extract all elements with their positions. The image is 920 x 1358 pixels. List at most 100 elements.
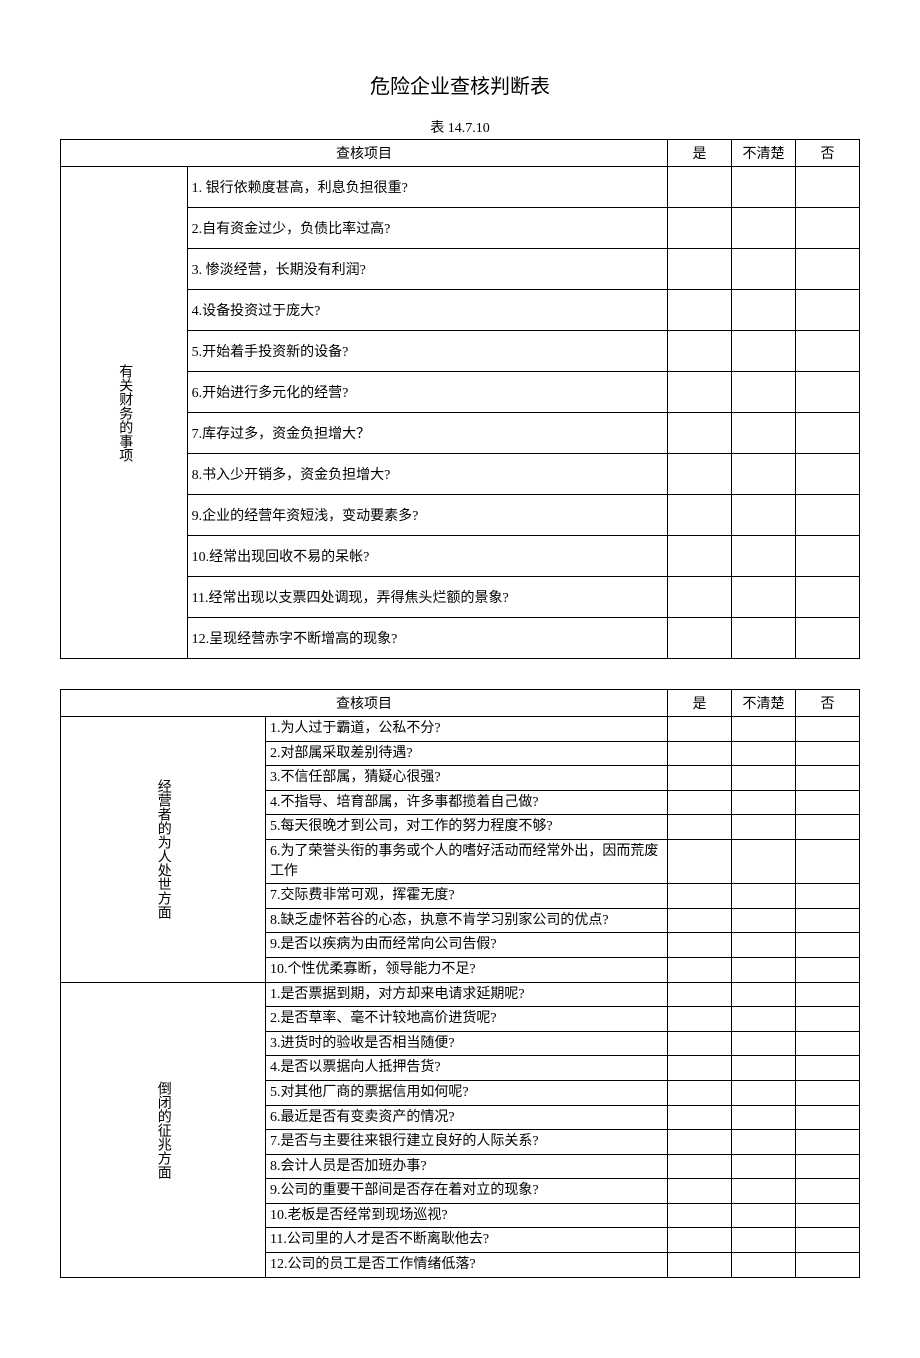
unclear-cell[interactable] [732, 331, 796, 372]
unclear-cell[interactable] [732, 839, 796, 883]
no-cell[interactable] [796, 741, 860, 766]
yes-cell[interactable] [668, 1203, 732, 1228]
unclear-cell[interactable] [732, 1080, 796, 1105]
yes-cell[interactable] [668, 790, 732, 815]
unclear-cell[interactable] [732, 766, 796, 791]
unclear-cell[interactable] [732, 1253, 796, 1278]
unclear-cell[interactable] [732, 1179, 796, 1204]
no-cell[interactable] [796, 167, 860, 208]
no-cell[interactable] [796, 1228, 860, 1253]
yes-cell[interactable] [668, 1154, 732, 1179]
yes-cell[interactable] [668, 766, 732, 791]
yes-cell[interactable] [668, 839, 732, 883]
no-cell[interactable] [796, 1130, 860, 1155]
yes-cell[interactable] [668, 1228, 732, 1253]
unclear-cell[interactable] [732, 208, 796, 249]
unclear-cell[interactable] [732, 372, 796, 413]
yes-cell[interactable] [668, 908, 732, 933]
yes-cell[interactable] [668, 884, 732, 909]
yes-cell[interactable] [668, 1007, 732, 1032]
yes-cell[interactable] [668, 536, 732, 577]
no-cell[interactable] [796, 413, 860, 454]
yes-cell[interactable] [668, 1056, 732, 1081]
unclear-cell[interactable] [732, 1203, 796, 1228]
no-cell[interactable] [796, 908, 860, 933]
no-cell[interactable] [796, 249, 860, 290]
no-cell[interactable] [796, 536, 860, 577]
no-cell[interactable] [796, 1080, 860, 1105]
no-cell[interactable] [796, 1056, 860, 1081]
unclear-cell[interactable] [732, 577, 796, 618]
unclear-cell[interactable] [732, 167, 796, 208]
yes-cell[interactable] [668, 495, 732, 536]
yes-cell[interactable] [668, 1253, 732, 1278]
unclear-cell[interactable] [732, 1056, 796, 1081]
unclear-cell[interactable] [732, 884, 796, 909]
yes-cell[interactable] [668, 167, 732, 208]
no-cell[interactable] [796, 618, 860, 659]
unclear-cell[interactable] [732, 908, 796, 933]
no-cell[interactable] [796, 815, 860, 840]
no-cell[interactable] [796, 1007, 860, 1032]
unclear-cell[interactable] [732, 454, 796, 495]
no-cell[interactable] [796, 1203, 860, 1228]
unclear-cell[interactable] [732, 1228, 796, 1253]
unclear-cell[interactable] [732, 495, 796, 536]
yes-cell[interactable] [668, 957, 732, 982]
yes-cell[interactable] [668, 372, 732, 413]
no-cell[interactable] [796, 957, 860, 982]
no-cell[interactable] [796, 290, 860, 331]
unclear-cell[interactable] [732, 957, 796, 982]
no-cell[interactable] [796, 1253, 860, 1278]
unclear-cell[interactable] [732, 249, 796, 290]
yes-cell[interactable] [668, 454, 732, 495]
yes-cell[interactable] [668, 249, 732, 290]
yes-cell[interactable] [668, 1031, 732, 1056]
yes-cell[interactable] [668, 618, 732, 659]
unclear-cell[interactable] [732, 1130, 796, 1155]
no-cell[interactable] [796, 208, 860, 249]
no-cell[interactable] [796, 1154, 860, 1179]
unclear-cell[interactable] [732, 1154, 796, 1179]
no-cell[interactable] [796, 933, 860, 958]
no-cell[interactable] [796, 372, 860, 413]
no-cell[interactable] [796, 717, 860, 742]
no-cell[interactable] [796, 495, 860, 536]
no-cell[interactable] [796, 982, 860, 1007]
yes-cell[interactable] [668, 1130, 732, 1155]
unclear-cell[interactable] [732, 1007, 796, 1032]
unclear-cell[interactable] [732, 536, 796, 577]
unclear-cell[interactable] [732, 815, 796, 840]
unclear-cell[interactable] [732, 1031, 796, 1056]
yes-cell[interactable] [668, 208, 732, 249]
unclear-cell[interactable] [732, 790, 796, 815]
yes-cell[interactable] [668, 815, 732, 840]
no-cell[interactable] [796, 1179, 860, 1204]
unclear-cell[interactable] [732, 618, 796, 659]
unclear-cell[interactable] [732, 933, 796, 958]
no-cell[interactable] [796, 1031, 860, 1056]
no-cell[interactable] [796, 331, 860, 372]
yes-cell[interactable] [668, 717, 732, 742]
no-cell[interactable] [796, 884, 860, 909]
yes-cell[interactable] [668, 577, 732, 618]
no-cell[interactable] [796, 1105, 860, 1130]
unclear-cell[interactable] [732, 717, 796, 742]
yes-cell[interactable] [668, 741, 732, 766]
yes-cell[interactable] [668, 290, 732, 331]
unclear-cell[interactable] [732, 741, 796, 766]
no-cell[interactable] [796, 839, 860, 883]
unclear-cell[interactable] [732, 413, 796, 454]
no-cell[interactable] [796, 766, 860, 791]
yes-cell[interactable] [668, 1105, 732, 1130]
unclear-cell[interactable] [732, 290, 796, 331]
yes-cell[interactable] [668, 982, 732, 1007]
yes-cell[interactable] [668, 1080, 732, 1105]
yes-cell[interactable] [668, 331, 732, 372]
yes-cell[interactable] [668, 1179, 732, 1204]
unclear-cell[interactable] [732, 982, 796, 1007]
no-cell[interactable] [796, 454, 860, 495]
yes-cell[interactable] [668, 413, 732, 454]
yes-cell[interactable] [668, 933, 732, 958]
unclear-cell[interactable] [732, 1105, 796, 1130]
